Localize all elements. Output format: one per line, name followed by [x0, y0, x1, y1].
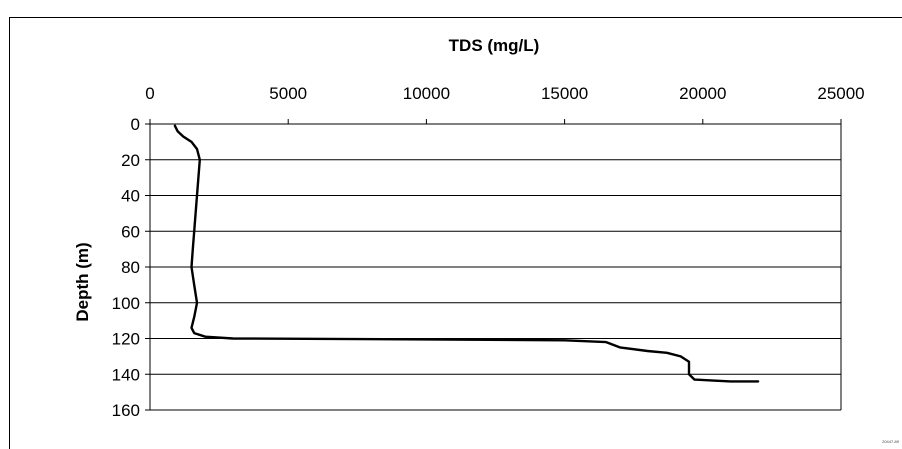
series-line-0: [173, 124, 760, 383]
gridlines: [149, 123, 842, 411]
y-tick-label-7: 140: [112, 365, 140, 384]
chart-svg: TDS (mg/L) Depth (m) 0 5000 10000 15000 2000…: [9, 17, 902, 449]
y-tick-label-6: 120: [112, 330, 140, 349]
y-tick-label-5: 100: [112, 294, 140, 313]
x-tick-label-3: 15000: [541, 84, 588, 103]
x-tick-label-1: 5000: [269, 84, 307, 103]
x-axis-title: TDS (mg/L): [449, 36, 540, 55]
series-layer: [173, 124, 760, 383]
y-tick-label-0: 0: [131, 115, 140, 134]
x-tick-label-4: 20000: [679, 84, 726, 103]
x-tick-label-5: 25000: [817, 84, 864, 103]
x-axis-ticks: 0 5000 10000 15000 20000 25000: [145, 84, 865, 124]
y-tick-label-4: 80: [121, 258, 140, 277]
x-tick-label-0: 0: [145, 84, 154, 103]
y-axis-ticks: 0 20 40 60 80 100 120 140 160: [112, 115, 150, 420]
y-tick-label-2: 40: [121, 187, 140, 206]
y-axis-title: Depth (m): [73, 242, 92, 321]
x-tick-label-2: 10000: [403, 84, 450, 103]
chart-frame: TDS (mg/L) Depth (m) 0 5000 10000 15000 2000…: [9, 17, 902, 449]
y-tick-label-3: 60: [121, 222, 140, 241]
y-tick-label-1: 20: [121, 151, 140, 170]
y-tick-label-8: 160: [112, 401, 140, 420]
figure-code: 20447-89: [882, 439, 900, 444]
